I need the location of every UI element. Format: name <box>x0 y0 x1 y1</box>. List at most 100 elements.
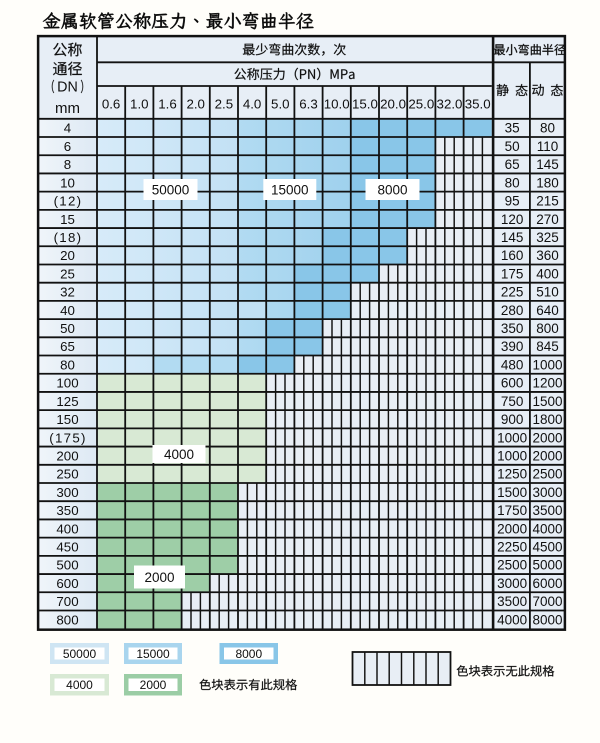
svg-text:50000: 50000 <box>63 647 97 661</box>
svg-text:360: 360 <box>536 248 559 263</box>
svg-text:1000: 1000 <box>532 357 562 372</box>
svg-text:750: 750 <box>501 394 524 409</box>
svg-text:200: 200 <box>56 449 78 464</box>
svg-text:15: 15 <box>60 212 75 227</box>
svg-text:800: 800 <box>56 612 78 627</box>
svg-text:215: 215 <box>536 194 559 209</box>
svg-text:2000: 2000 <box>532 449 562 464</box>
svg-text:125: 125 <box>56 394 78 409</box>
svg-text:10.0: 10.0 <box>324 96 350 111</box>
svg-text:2000: 2000 <box>497 521 527 536</box>
svg-text:5000: 5000 <box>532 558 562 573</box>
svg-text:1000: 1000 <box>497 430 527 445</box>
svg-text:640: 640 <box>536 303 559 318</box>
svg-text:20.0: 20.0 <box>380 96 406 111</box>
svg-text:40: 40 <box>60 303 75 318</box>
svg-text:15000: 15000 <box>136 647 170 661</box>
svg-text:160: 160 <box>501 248 524 263</box>
svg-text:6.3: 6.3 <box>299 96 318 111</box>
svg-text:10: 10 <box>60 175 75 190</box>
svg-text:1750: 1750 <box>497 503 527 518</box>
svg-text:(175): (175) <box>49 430 87 445</box>
svg-text:35: 35 <box>505 121 520 136</box>
svg-text:20: 20 <box>60 248 75 263</box>
svg-text:2.5: 2.5 <box>215 96 234 111</box>
svg-text:mm: mm <box>55 100 80 117</box>
svg-text:95: 95 <box>505 194 520 209</box>
svg-text:400: 400 <box>56 521 78 536</box>
svg-text:3500: 3500 <box>532 503 562 518</box>
svg-text:110: 110 <box>537 139 559 154</box>
svg-text:325: 325 <box>536 230 559 245</box>
svg-text:50: 50 <box>505 139 520 154</box>
svg-text:50: 50 <box>60 321 75 336</box>
svg-text:25.0: 25.0 <box>408 96 434 111</box>
svg-text:4000: 4000 <box>532 521 562 536</box>
svg-text:15.0: 15.0 <box>352 96 378 111</box>
svg-text:2.0: 2.0 <box>186 96 205 111</box>
svg-text:1.6: 1.6 <box>158 96 177 111</box>
svg-text:3500: 3500 <box>497 594 527 609</box>
svg-text:5.0: 5.0 <box>271 96 290 111</box>
svg-text:3000: 3000 <box>532 485 562 500</box>
svg-text:2500: 2500 <box>497 558 527 573</box>
svg-text:8000: 8000 <box>532 612 562 627</box>
svg-text:800: 800 <box>536 321 559 336</box>
svg-text:350: 350 <box>501 321 524 336</box>
svg-text:2500: 2500 <box>532 467 562 482</box>
svg-text:65: 65 <box>505 157 520 172</box>
svg-text:1250: 1250 <box>497 467 527 482</box>
svg-text:1500: 1500 <box>497 485 527 500</box>
svg-text:390: 390 <box>501 339 524 354</box>
svg-text:35.0: 35.0 <box>465 96 491 111</box>
svg-text:DN: DN <box>57 79 78 95</box>
svg-text:700: 700 <box>56 594 78 609</box>
svg-text:25: 25 <box>60 266 75 281</box>
svg-text:2000: 2000 <box>140 678 167 692</box>
svg-text:80: 80 <box>505 175 520 190</box>
svg-text:(12): (12) <box>54 194 83 209</box>
svg-text:1800: 1800 <box>532 412 562 427</box>
svg-text:175: 175 <box>501 266 524 281</box>
svg-text:8000: 8000 <box>377 182 407 197</box>
svg-text:145: 145 <box>536 157 559 172</box>
svg-text:250: 250 <box>56 467 78 482</box>
svg-text:6000: 6000 <box>532 576 562 591</box>
svg-text:1200: 1200 <box>532 376 562 391</box>
svg-text:2000: 2000 <box>532 430 562 445</box>
svg-text:1500: 1500 <box>532 394 562 409</box>
svg-text:450: 450 <box>56 540 78 555</box>
svg-text:145: 145 <box>501 230 524 245</box>
svg-text:80: 80 <box>540 121 555 136</box>
svg-text:6: 6 <box>64 139 71 154</box>
svg-text:3000: 3000 <box>497 576 527 591</box>
svg-text:65: 65 <box>60 339 75 354</box>
svg-text:600: 600 <box>501 376 524 391</box>
svg-text:350: 350 <box>56 503 78 518</box>
svg-text:32: 32 <box>60 285 75 300</box>
svg-text:4: 4 <box>64 121 71 136</box>
svg-text:4.0: 4.0 <box>243 96 262 111</box>
svg-text:50000: 50000 <box>152 182 190 197</box>
svg-text:900: 900 <box>501 412 524 427</box>
svg-text:300: 300 <box>56 485 78 500</box>
svg-text:7000: 7000 <box>532 594 562 609</box>
svg-text:4000: 4000 <box>66 678 93 692</box>
svg-text:280: 280 <box>501 303 524 318</box>
svg-text:8: 8 <box>64 157 71 172</box>
svg-text:(18): (18) <box>54 230 83 245</box>
svg-text:180: 180 <box>536 175 559 190</box>
svg-text:400: 400 <box>536 266 559 281</box>
svg-text:8000: 8000 <box>235 647 262 661</box>
svg-text:32.0: 32.0 <box>437 96 463 111</box>
svg-text:845: 845 <box>536 339 559 354</box>
svg-text:4000: 4000 <box>164 447 194 462</box>
svg-text:1000: 1000 <box>497 449 527 464</box>
svg-text:150: 150 <box>56 412 78 427</box>
svg-text:270: 270 <box>536 212 559 227</box>
svg-text:0.6: 0.6 <box>102 96 121 111</box>
svg-text:600: 600 <box>56 576 78 591</box>
svg-text:120: 120 <box>501 212 524 227</box>
svg-text:510: 510 <box>536 285 559 300</box>
svg-text:15000: 15000 <box>271 182 309 197</box>
